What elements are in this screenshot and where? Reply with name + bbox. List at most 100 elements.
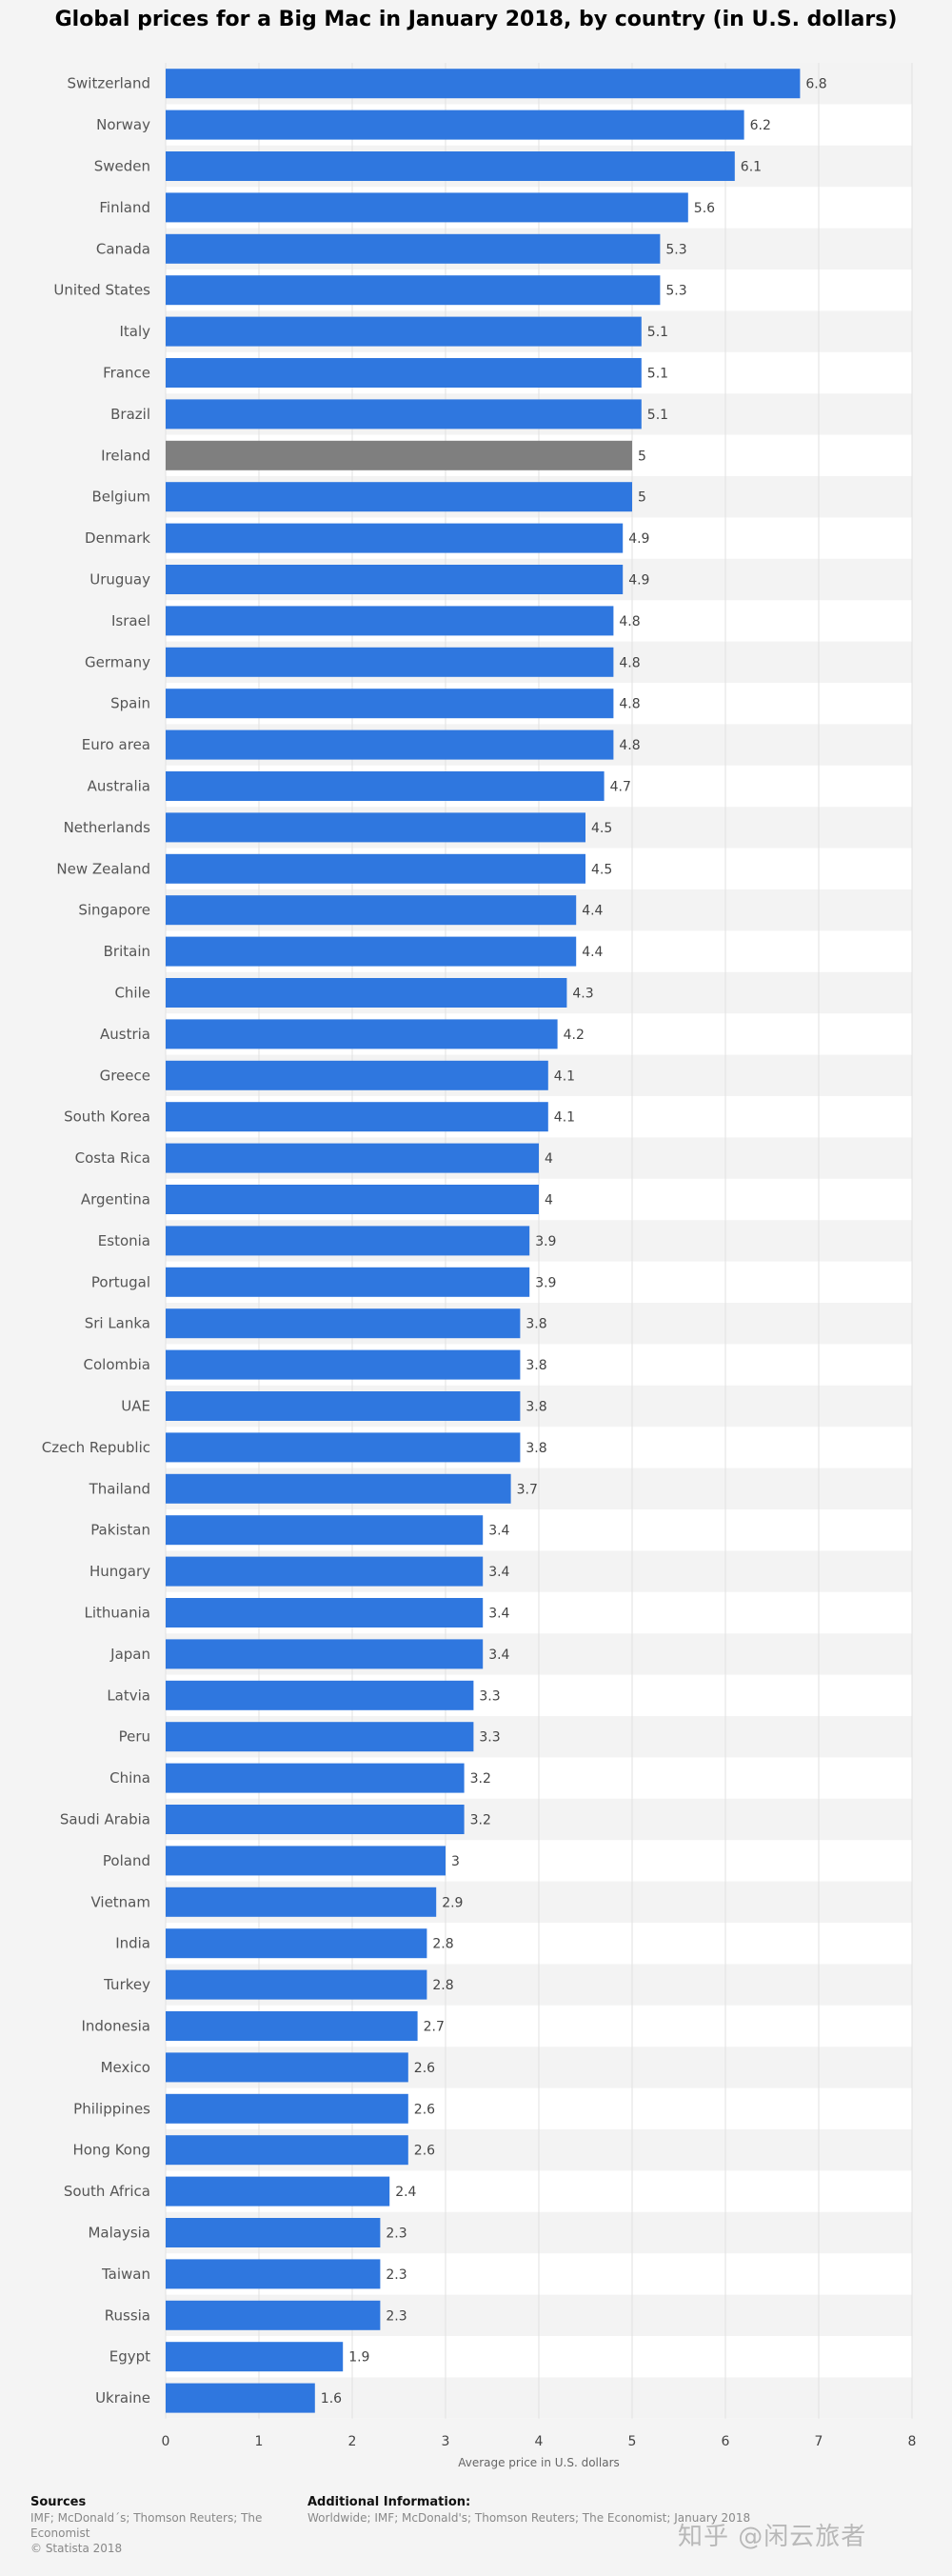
bar [166, 1226, 530, 1256]
value-label: 3.8 [526, 1400, 546, 1415]
bar [166, 1969, 427, 2000]
sources-section: Sources IMF; McDonald´s; Thomson Reuters… [30, 2495, 278, 2556]
bar [166, 1515, 484, 1546]
bar [166, 2259, 381, 2289]
category-label: Austria [100, 1026, 150, 1043]
value-label: 3.9 [535, 1234, 556, 1249]
bar [166, 1060, 548, 1090]
value-label: 2.3 [386, 2308, 407, 2324]
bar [166, 1928, 427, 1959]
additional-info-text: Worldwide; IMF; McDonald's; Thomson Reut… [307, 2511, 751, 2525]
value-label: 4.4 [582, 945, 603, 960]
category-label: Mexico [101, 2059, 150, 2076]
category-label: Sri Lanka [85, 1315, 150, 1332]
category-label: Saudi Arabia [60, 1811, 150, 1828]
sources-text: IMF; McDonald´s; Thomson Reuters; The Ec… [30, 2511, 263, 2540]
bar [166, 689, 614, 719]
value-label: 4.9 [628, 531, 649, 547]
bar [166, 316, 642, 347]
bar [166, 606, 614, 636]
bar [166, 1308, 521, 1339]
bar [166, 771, 605, 801]
value-label: 3.7 [517, 1482, 538, 1497]
bar [166, 2218, 381, 2247]
bar [166, 2093, 408, 2124]
bar [166, 1102, 548, 1132]
category-label: Greece [100, 1067, 150, 1084]
bar [166, 233, 661, 264]
bar [166, 482, 632, 512]
category-label: Britain [104, 943, 150, 960]
value-label: 4.1 [554, 1068, 575, 1084]
category-label: Vietnam [90, 1893, 150, 1910]
bar [166, 1887, 437, 1917]
x-axis-label: Average price in U.S. dollars [458, 2456, 620, 2469]
category-label: Colombia [84, 1356, 151, 1373]
value-label: 1.6 [321, 2391, 342, 2406]
bar [166, 812, 585, 843]
bar [166, 1598, 484, 1627]
value-label: 2.3 [386, 2267, 407, 2283]
category-label: China [109, 1769, 150, 1787]
value-label: 4 [545, 1151, 553, 1167]
bar [166, 1805, 465, 1834]
x-tick-label: 7 [815, 2434, 823, 2449]
x-tick-label: 8 [908, 2434, 917, 2449]
value-label: 2.8 [432, 1937, 453, 1952]
category-label: Hungary [89, 1563, 150, 1580]
bar [166, 1432, 521, 1463]
category-label: Switzerland [68, 75, 151, 92]
category-label: United States [53, 282, 150, 299]
bar [166, 2383, 315, 2413]
value-label: 2.6 [414, 2061, 435, 2076]
x-tick-label: 5 [628, 2434, 637, 2449]
value-label: 4.8 [619, 655, 640, 670]
value-label: 3.4 [488, 1607, 509, 1622]
category-label: Latvia [107, 1687, 150, 1704]
bar [166, 1722, 474, 1752]
category-label: Turkey [103, 1976, 150, 1993]
category-label: Euro area [82, 736, 150, 753]
bar [166, 647, 614, 677]
watermark: 知乎 @闲云旅者 [678, 2523, 867, 2551]
category-label: India [115, 1935, 150, 1952]
category-label: Finland [99, 199, 150, 216]
bar [166, 1846, 446, 1876]
value-label: 3.4 [488, 1565, 509, 1580]
category-label: Russia [105, 2306, 150, 2324]
bar [166, 2342, 344, 2372]
category-label: Canada [96, 240, 150, 257]
value-label: 3.4 [488, 1524, 509, 1539]
value-label: 5.3 [665, 284, 686, 299]
value-label: 5 [638, 490, 646, 506]
category-label: Egypt [109, 2348, 150, 2366]
value-label: 4 [545, 1193, 553, 1208]
additional-info-section: Additional Information: Worldwide; IMF; … [307, 2495, 764, 2526]
value-label: 4.3 [572, 987, 593, 1002]
value-label: 6.8 [805, 77, 826, 92]
value-label: 3.8 [526, 1441, 546, 1456]
category-label: Ukraine [95, 2389, 150, 2406]
bar [166, 2135, 408, 2166]
category-label: Lithuania [85, 1605, 150, 1622]
value-label: 4.7 [610, 780, 631, 795]
category-label: Indonesia [81, 2018, 150, 2035]
category-label: Sweden [94, 158, 150, 175]
value-label: 3.3 [479, 1688, 500, 1704]
x-tick-label: 0 [162, 2434, 170, 2449]
chart-title: Global prices for a Big Mac in January 2… [54, 8, 898, 31]
value-label: 3.8 [526, 1317, 546, 1332]
category-label: Philippines [73, 2100, 150, 2117]
x-tick-label: 6 [722, 2434, 730, 2449]
category-label: Czech Republic [42, 1439, 150, 1456]
value-label: 4.1 [554, 1110, 575, 1126]
bar [166, 358, 642, 388]
category-label: Portugal [91, 1273, 150, 1290]
bar [166, 1391, 521, 1421]
value-label: 3.4 [488, 1647, 509, 1663]
bar [166, 2176, 390, 2207]
category-label: Japan [109, 1646, 150, 1663]
x-tick-label: 2 [348, 2434, 357, 2449]
bar [166, 1185, 539, 1214]
bar [166, 523, 624, 553]
